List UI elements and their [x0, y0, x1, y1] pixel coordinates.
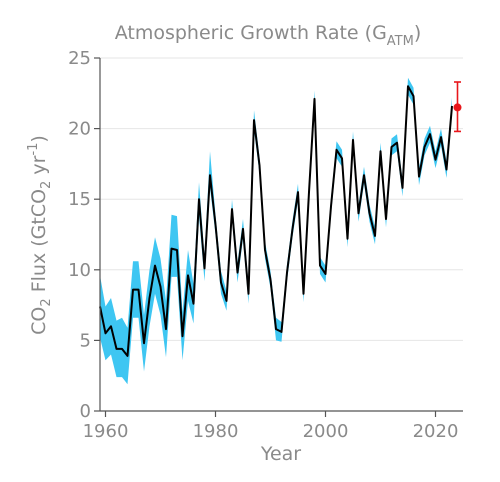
uncertainty-band — [100, 77, 452, 385]
x-tick-label: 1980 — [193, 421, 239, 442]
y-tick-label: 5 — [80, 330, 91, 351]
y-tick-label: 20 — [68, 119, 91, 140]
chart-title-close: ) — [414, 22, 421, 44]
x-tick-label: 2020 — [413, 421, 459, 442]
chart-title-subscript: ATM — [387, 34, 414, 49]
projection-point — [453, 103, 462, 112]
x-tick-label: 2000 — [303, 421, 349, 442]
y-tick-label: 15 — [68, 189, 91, 210]
x-tick-label: 1960 — [83, 421, 129, 442]
x-ticks: 1960 1980 2000 2020 — [83, 411, 459, 442]
x-axis-label: Year — [260, 443, 301, 465]
y-tick-label: 0 — [80, 401, 91, 422]
y-axis-label-part: 2 — [39, 181, 54, 189]
growth-rate-line — [99, 85, 453, 357]
y-axis-label: CO2 Flux (GtCO2 yr-1) — [26, 135, 54, 335]
projection-2024 — [453, 81, 462, 133]
y-axis-label-part: -1 — [26, 143, 41, 156]
y-tick-label: 25 — [68, 48, 91, 69]
chart-title: Atmospheric Growth Rate (GATM) — [115, 22, 422, 49]
gridlines — [100, 57, 463, 341]
y-ticks: 0 5 10 15 20 25 — [68, 48, 100, 422]
y-axis-label-part: ) — [28, 135, 50, 142]
chart-title-main: Atmospheric Growth Rate (G — [115, 22, 387, 44]
y-axis-label-part: Flux (GtCO — [28, 189, 50, 298]
y-axis-label-part: CO — [28, 307, 50, 335]
y-axis-label-part: yr — [28, 155, 50, 180]
y-tick-label: 10 — [68, 260, 91, 281]
y-axis-label-part: 2 — [39, 298, 54, 306]
